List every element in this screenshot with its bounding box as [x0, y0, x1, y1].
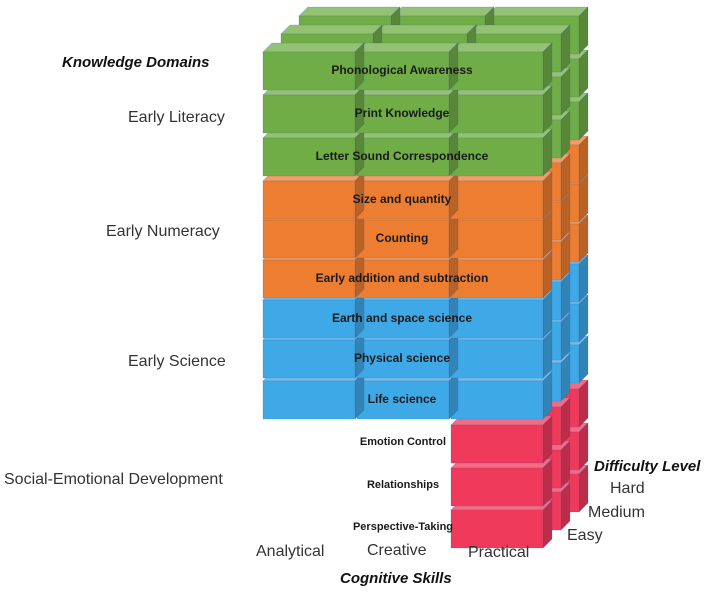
difficulty-medium: Medium [588, 504, 645, 521]
block-r11-c2-l0-front [450, 509, 544, 549]
difficulty-hard: Hard [610, 480, 645, 497]
row-label: Physical science [353, 351, 451, 365]
row-label: Early addition and subtraction [315, 271, 489, 285]
block-r4-c2-l0-front [450, 219, 544, 259]
block-r7-c2-l0-front [450, 339, 544, 379]
block-r0-c0-l0-front [262, 51, 356, 91]
row-label: Life science [367, 392, 437, 406]
skill-analytical: Analytical [256, 543, 325, 560]
block-r0-c2-l1-top [468, 24, 571, 35]
skill-creative: Creative [367, 542, 427, 559]
block-r6-c0-l0-front [262, 299, 356, 339]
block-r5-c0-l0-front [262, 259, 356, 299]
block-r0-c1-l1-top [374, 24, 477, 35]
block-r10-c2-l0-front [450, 467, 544, 507]
row-label: Size and quantity [352, 192, 452, 206]
block-r1-c0-l0-front [262, 94, 356, 134]
block-r2-c0-l0-front [262, 137, 356, 177]
block-r0-c0-l0-top [262, 42, 365, 53]
skill-practical: Practical [468, 544, 530, 561]
block-r3-c0-l0-front [262, 180, 356, 220]
block-r0-c1-l0-top [356, 42, 459, 53]
block-r0-c1-l2-top [392, 6, 495, 17]
row-label: Relationships [366, 479, 440, 491]
row-label: Earth and space science [331, 311, 473, 325]
block-r0-c0-l2-top [298, 6, 401, 17]
block-r0-c2-l0-top [450, 42, 553, 53]
domain-early-science: Early Science [128, 353, 226, 370]
block-r8-c2-l0-front [450, 380, 544, 420]
domain-early-literacy: Early Literacy [128, 109, 225, 126]
row-label: Letter Sound Correspondence [315, 149, 489, 163]
row-label: Phonological Awareness [331, 63, 473, 77]
block-r1-c2-l0-front [450, 94, 544, 134]
block-r8-c0-l0-front [262, 380, 356, 420]
block-r3-c2-l0-front [450, 180, 544, 220]
difficulty-easy: Easy [567, 527, 603, 544]
row-label: Counting [375, 231, 429, 245]
difficulty-level-heading: Difficulty Level [594, 458, 701, 475]
domain-social-emotional: Social-Emotional Development [4, 471, 223, 488]
domain-early-numeracy: Early Numeracy [106, 223, 220, 240]
cognitive-skills-heading: Cognitive Skills [340, 570, 452, 587]
row-label: Print Knowledge [354, 106, 450, 120]
knowledge-domains-heading: Knowledge Domains [62, 54, 210, 71]
block-r9-c2-l0-front [450, 424, 544, 464]
row-label: Emotion Control [359, 436, 447, 448]
block-r0-c0-l1-top [280, 24, 383, 35]
block-r7-c0-l0-front [262, 339, 356, 379]
block-r0-c2-l2-top [486, 6, 589, 17]
block-r4-c0-l0-front [262, 219, 356, 259]
row-label: Perspective-Taking [352, 521, 454, 533]
